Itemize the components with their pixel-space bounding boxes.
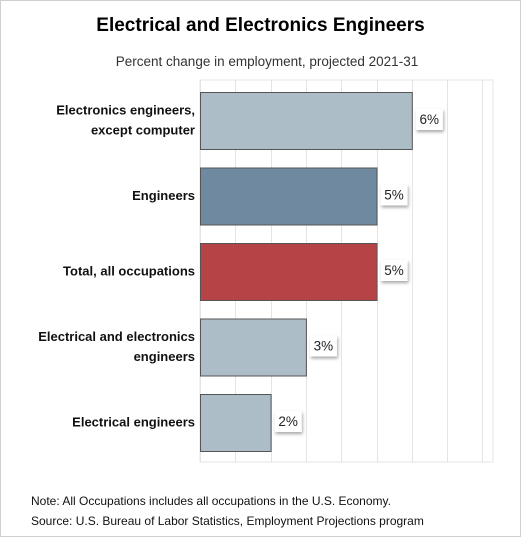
chart-subtitle: Percent change in employment, projected … bbox=[115, 54, 419, 69]
category-label: Electronics engineers, bbox=[56, 103, 195, 118]
value-label-box bbox=[274, 411, 302, 432]
category-label: Engineers bbox=[132, 188, 195, 203]
value-label: 2% bbox=[278, 414, 298, 429]
value-label: 5% bbox=[384, 263, 404, 278]
value-label: 3% bbox=[314, 339, 334, 354]
value-label: 6% bbox=[420, 112, 440, 127]
category-label: engineers bbox=[134, 349, 195, 364]
value-label: 5% bbox=[384, 188, 404, 203]
bar bbox=[200, 167, 378, 226]
value-label-box bbox=[380, 260, 408, 281]
bar bbox=[200, 92, 413, 150]
category-label: Electrical and electronics bbox=[38, 329, 195, 344]
chart-title: Electrical and Electronics Engineers bbox=[96, 15, 425, 36]
bar bbox=[200, 318, 307, 377]
bar bbox=[200, 394, 272, 452]
category-label: Total, all occupations bbox=[63, 264, 195, 279]
value-label-box bbox=[380, 184, 408, 206]
value-label-box bbox=[415, 109, 443, 130]
footnote-note: Note: All Occupations includes all occup… bbox=[31, 494, 391, 508]
value-label-box bbox=[309, 335, 337, 357]
footnote-source: Source: U.S. Bureau of Labor Statistics,… bbox=[31, 514, 424, 528]
bar bbox=[200, 243, 378, 301]
category-label: except computer bbox=[91, 123, 195, 138]
category-label: Electrical engineers bbox=[72, 415, 195, 430]
